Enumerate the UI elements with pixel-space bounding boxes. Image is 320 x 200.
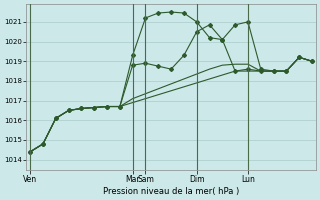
X-axis label: Pression niveau de la mer( hPa ): Pression niveau de la mer( hPa ) [103, 187, 239, 196]
